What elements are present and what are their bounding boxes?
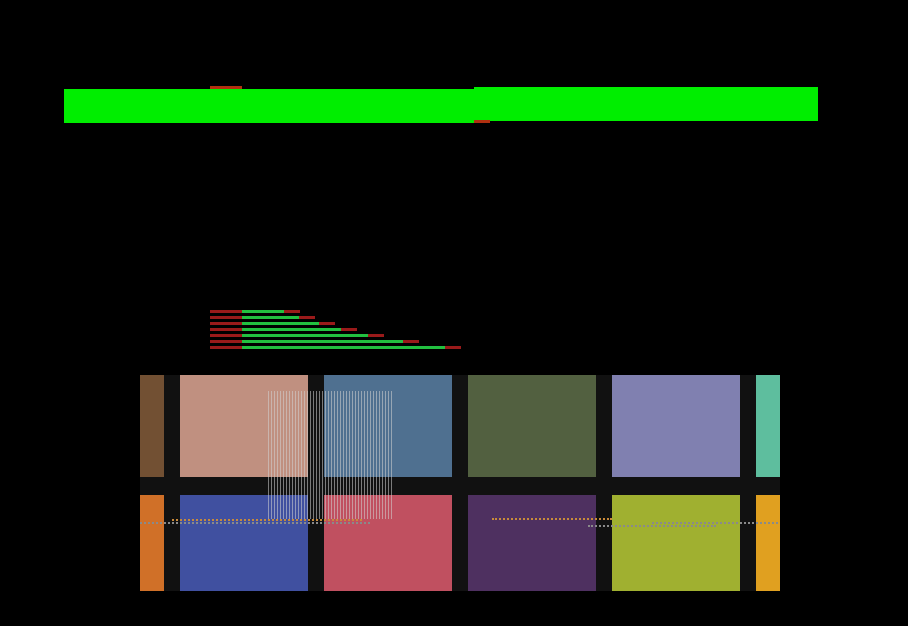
mini-bar-row: [210, 322, 500, 325]
mini-bar-tip: [445, 346, 461, 349]
mini-bar-row: [210, 328, 500, 331]
mini-bar-tip: [319, 322, 335, 325]
mini-bar-fill: [242, 322, 319, 325]
mini-bar-base: [210, 340, 242, 343]
mini-bar-base: [210, 328, 242, 331]
mini-bar-base: [210, 310, 242, 313]
mini-bar-base: [210, 316, 242, 319]
mini-bar-row: [210, 340, 500, 343]
mini-bar-row: [210, 334, 500, 337]
mini-bar-row: [210, 310, 500, 313]
mini-bar-row: [210, 316, 500, 319]
mini-bar-base: [210, 334, 242, 337]
mini-bar-fill: [242, 310, 284, 313]
top-bar-right-segment: [474, 87, 818, 121]
tile-olive: [468, 375, 596, 477]
color-grid: [140, 375, 780, 591]
tile-brown-strip: [140, 375, 164, 477]
mini-bar-fill: [242, 328, 341, 331]
dotted-line-right: [492, 518, 612, 520]
mini-bar-tip: [403, 340, 419, 343]
striped-overlay: [268, 391, 394, 519]
mini-bar-fill: [242, 340, 403, 343]
mini-bar-row: [210, 346, 500, 349]
mini-bar-tip: [341, 328, 357, 331]
tile-lime: [612, 495, 740, 591]
tile-gold-strip: [756, 495, 780, 591]
dotted-line-far-right: [652, 522, 778, 524]
tile-teal-strip: [756, 375, 780, 477]
mini-bar-base: [210, 346, 242, 349]
mini-bar-group: [210, 310, 500, 352]
tile-purple: [468, 495, 596, 591]
dotted-line-right-lower: [588, 525, 716, 527]
top-bar-tick-left: [210, 86, 242, 89]
mini-bar-tip: [284, 310, 300, 313]
mini-bar-base: [210, 322, 242, 325]
mini-bar-fill: [242, 316, 299, 319]
dotted-line-left-accent: [172, 519, 362, 521]
mini-bar-fill: [242, 334, 368, 337]
mini-bar-tip: [368, 334, 384, 337]
tile-lavender: [612, 375, 740, 477]
tile-orange-strip: [140, 495, 164, 591]
mini-bar-tip: [299, 316, 315, 319]
top-bar-left-segment: [64, 89, 474, 123]
dotted-line-left: [140, 522, 370, 524]
top-bar-tick-right: [474, 120, 490, 123]
mini-bar-fill: [242, 346, 445, 349]
